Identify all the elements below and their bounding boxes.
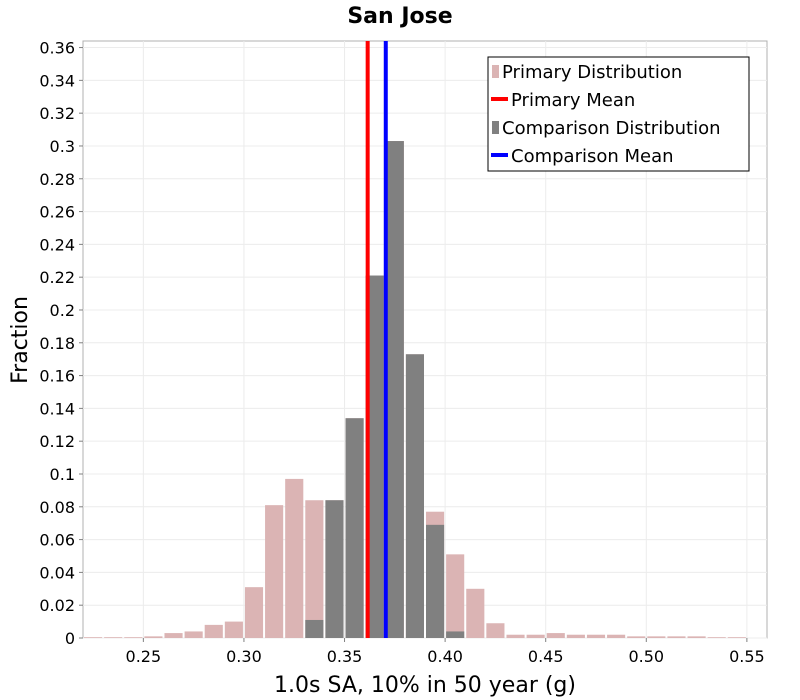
comparison-distribution-bar <box>365 275 384 638</box>
y-tick-label: 0.16 <box>39 367 75 386</box>
primary-distribution-bar <box>124 637 143 638</box>
primary-distribution-bar <box>486 623 505 638</box>
primary-distribution-bar <box>667 636 686 638</box>
y-tick-label: 0.28 <box>39 170 75 189</box>
legend-box <box>487 56 750 172</box>
primary-distribution-bar <box>586 634 606 638</box>
y-tick-label: 0.08 <box>39 498 75 517</box>
y-tick-label: 0.14 <box>39 399 75 418</box>
y-tick-label: 0.36 <box>39 39 75 58</box>
comparison-distribution-bar <box>305 619 324 638</box>
primary-distribution-bar <box>164 633 183 638</box>
y-axis-ticks: 0 0.02 0.04 0.06 0.08 0.1 0.12 0.14 0.16 0.18 0.2 0… <box>39 39 83 648</box>
y-tick-label: 0.22 <box>39 268 75 287</box>
primary-distribution-bar <box>607 634 626 638</box>
comparison-distribution-bar <box>446 631 465 638</box>
primary-distribution-bar <box>446 554 465 638</box>
primary-distribution-bar <box>244 587 264 638</box>
y-tick-label: 0.32 <box>39 104 75 123</box>
primary-distribution-bar <box>466 588 485 638</box>
primary-distribution-bar <box>546 633 565 638</box>
y-tick-label: 0.18 <box>39 334 75 353</box>
primary-distribution-bar <box>224 621 243 638</box>
primary-distribution-bar <box>305 500 324 638</box>
bars <box>84 141 746 639</box>
x-tick-label: 0.50 <box>628 647 664 666</box>
y-axis-label: Fraction <box>8 296 33 384</box>
chart-title: San Jose <box>347 4 452 29</box>
y-tick-label: 0.02 <box>39 596 75 615</box>
x-tick-label: 0.55 <box>729 647 765 666</box>
primary-distribution-bar <box>265 505 284 638</box>
legend: Primary Distribution Primary Mean Compar… <box>487 56 750 172</box>
legend-label-comparison-distribution: Comparison Distribution <box>502 118 721 139</box>
y-tick-label: 0.04 <box>39 563 75 582</box>
y-tick-label: 0.06 <box>39 531 75 550</box>
primary-distribution-bar <box>526 634 545 638</box>
y-tick-label: 0.12 <box>39 432 75 451</box>
y-tick-label: 0.34 <box>39 71 75 90</box>
y-tick-label: 0.26 <box>39 203 75 222</box>
primary-distribution-bar <box>184 631 203 638</box>
primary-distribution-bar <box>727 637 746 638</box>
x-tick-label: 0.25 <box>126 647 162 666</box>
comparison-distribution-bar <box>325 500 344 638</box>
comparison-distribution-bar <box>385 141 404 639</box>
y-tick-label: 0.24 <box>39 235 75 254</box>
legend-swatch-primary-mean <box>491 97 508 101</box>
primary-distribution-bar <box>647 636 666 638</box>
y-tick-label: 0.3 <box>50 137 75 156</box>
primary-distribution-bar <box>707 637 726 638</box>
primary-distribution-bar <box>84 637 103 638</box>
x-tick-label: 0.45 <box>528 647 564 666</box>
legend-label-primary-mean: Primary Mean <box>511 90 635 111</box>
comparison-distribution-bar <box>426 524 445 638</box>
primary-distribution-bar <box>506 634 525 638</box>
y-tick-label: 0.2 <box>50 301 75 320</box>
x-tick-label: 0.35 <box>327 647 363 666</box>
legend-label-comparison-mean: Comparison Mean <box>511 146 674 167</box>
mean-lines <box>365 41 388 638</box>
primary-distribution-bar <box>566 634 585 638</box>
comparison-distribution-bar <box>345 418 364 638</box>
y-tick-label: 0.1 <box>50 465 75 484</box>
x-tick-label: 0.40 <box>427 647 463 666</box>
x-axis-ticks: 0.25 0.30 0.35 0.40 0.45 0.50 0.55 <box>126 638 765 666</box>
legend-swatch-comparison-distribution <box>492 121 499 134</box>
x-axis-label: 1.0s SA, 10% in 50 year (g) <box>274 673 576 698</box>
legend-swatch-primary-distribution <box>492 65 499 78</box>
x-tick-label: 0.30 <box>226 647 262 666</box>
legend-swatch-comparison-mean <box>491 153 508 157</box>
legend-label-primary-distribution: Primary Distribution <box>502 62 682 83</box>
primary-distribution-bar <box>627 636 646 638</box>
comparison-distribution-bar <box>405 354 424 638</box>
primary-distribution-bar <box>687 636 706 638</box>
primary-distribution-bar <box>285 478 304 638</box>
primary-distribution-bar <box>144 636 163 638</box>
y-tick-label: 0 <box>65 629 75 648</box>
primary-distribution-bar <box>204 624 223 638</box>
primary-distribution-bar <box>104 637 123 638</box>
